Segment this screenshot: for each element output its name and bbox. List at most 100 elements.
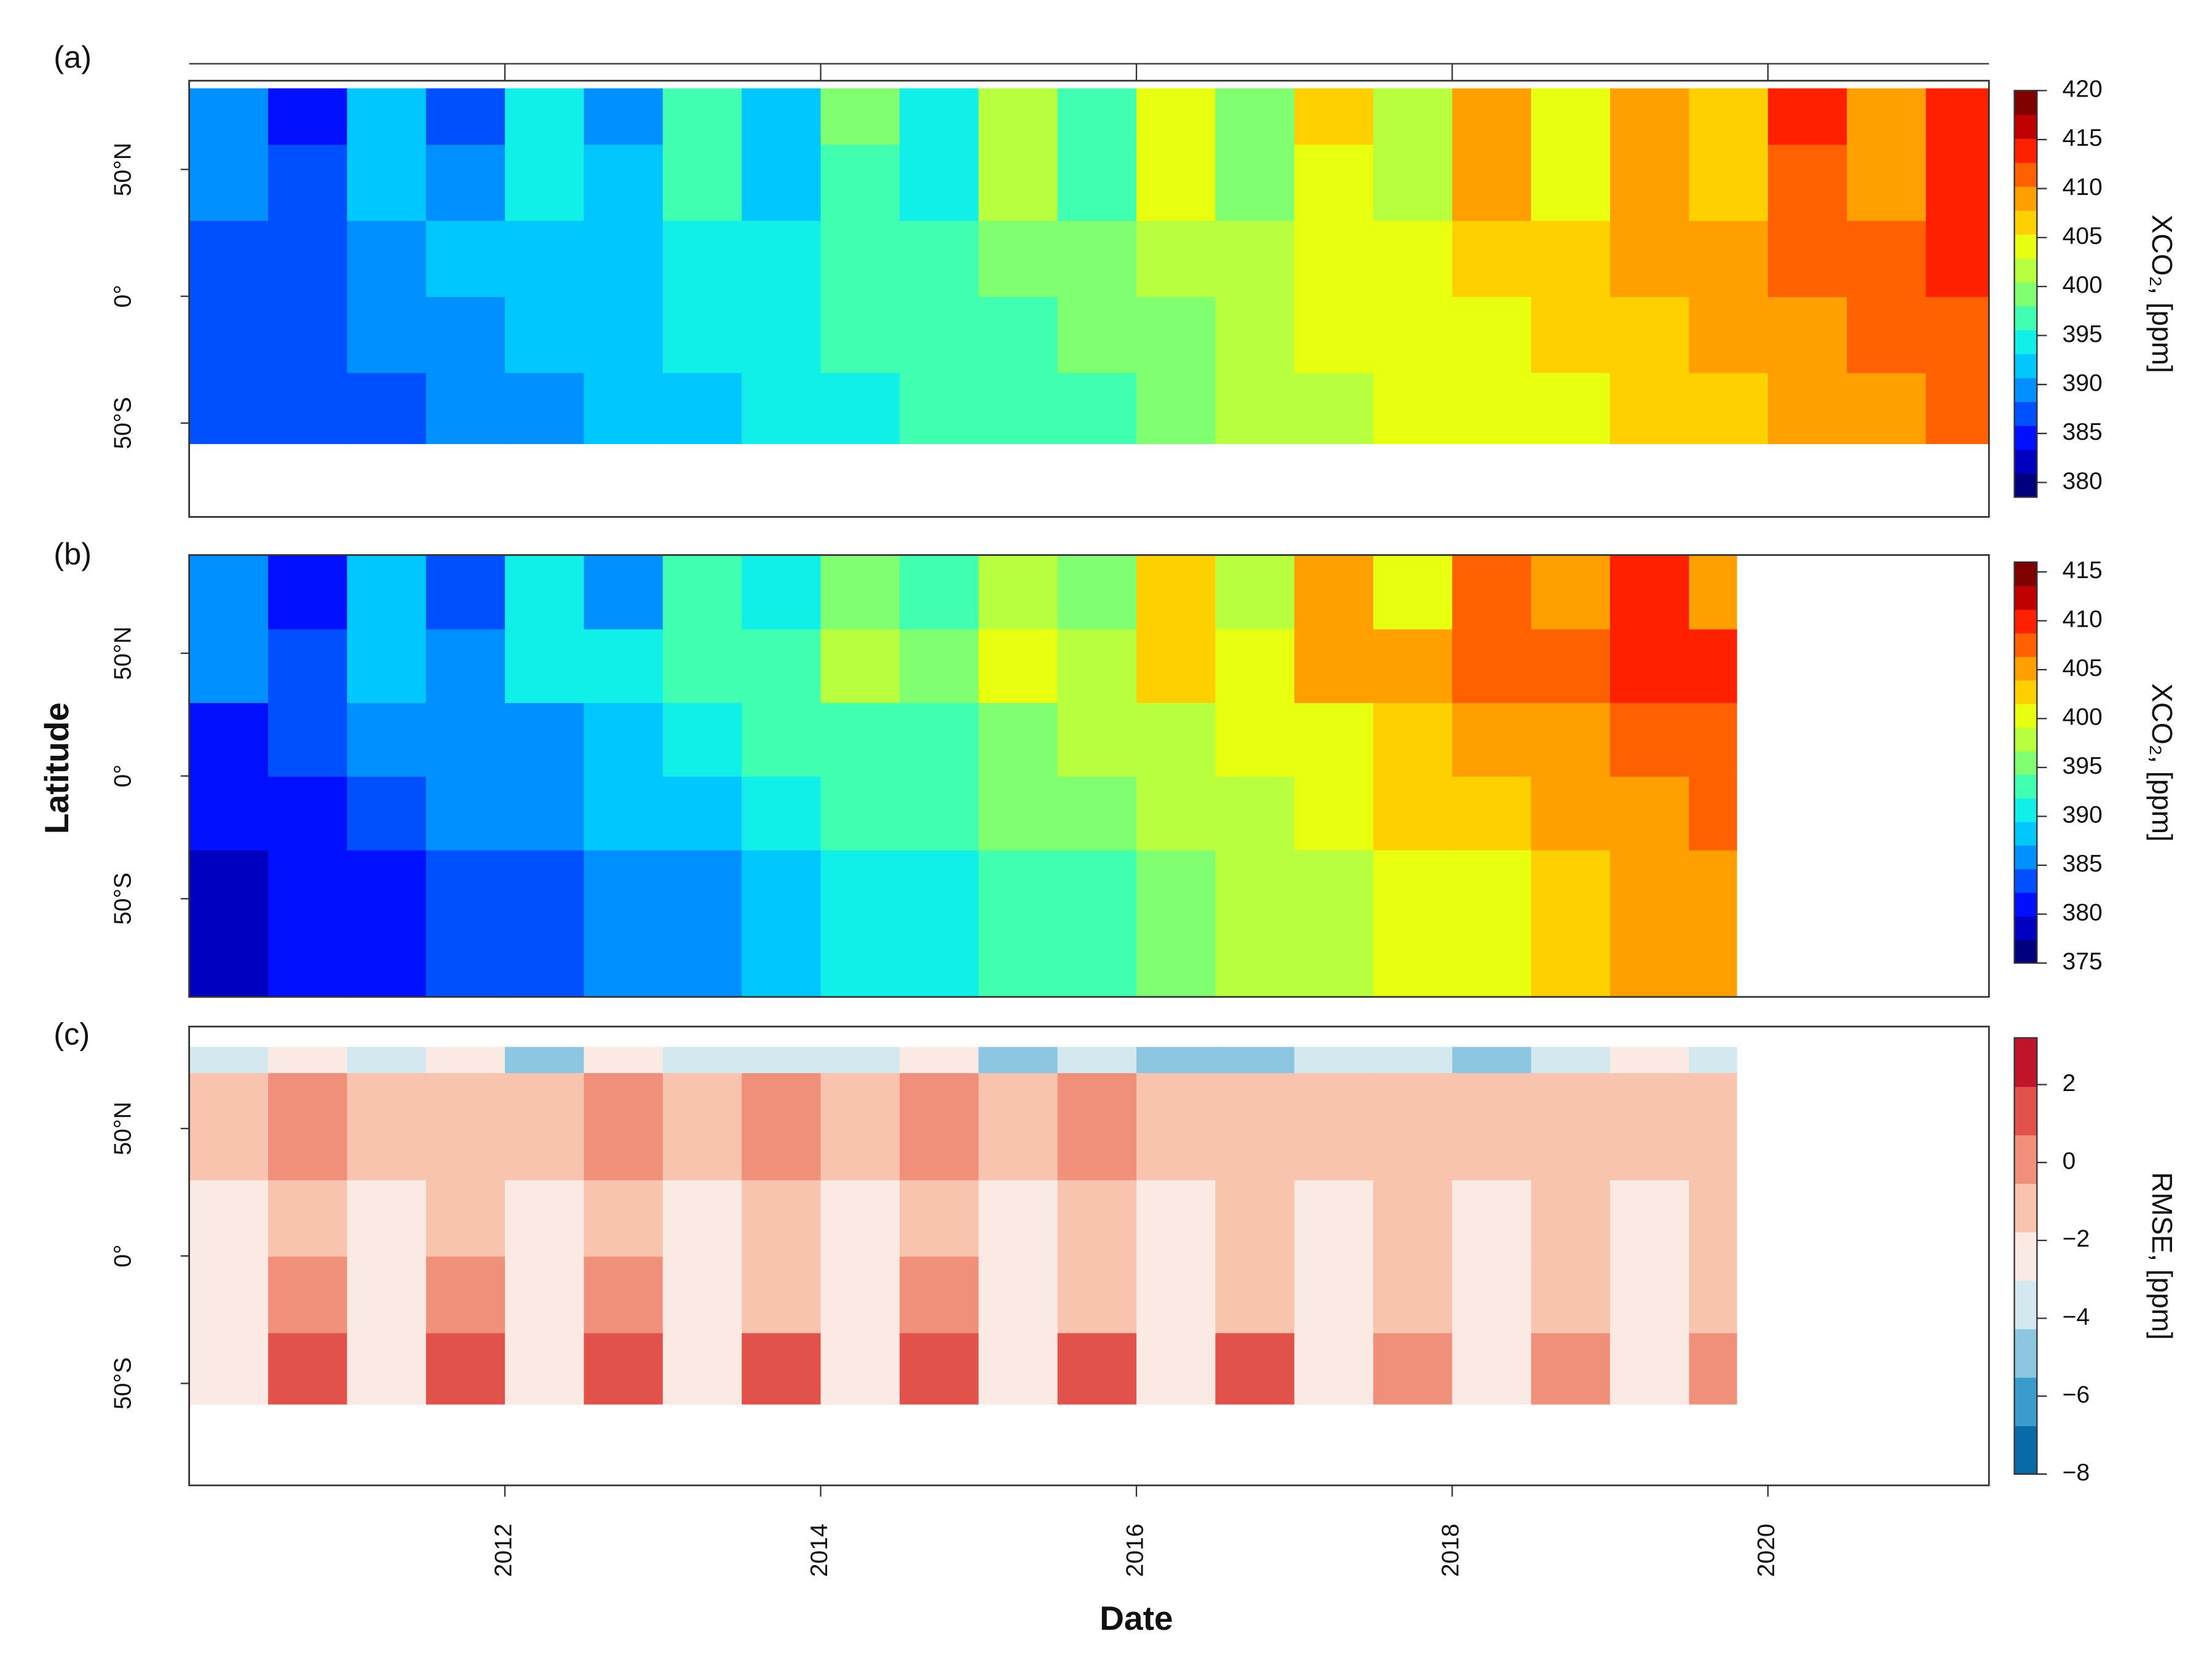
colorbar-swatch [2014,90,2037,116]
heat-cell [1057,1179,1138,1257]
colorbar-swatch [2014,258,2037,283]
colorbar-swatch [2014,449,2037,474]
heat-cell [1452,776,1532,851]
heat-cell [505,220,585,297]
colorbar-swatch [2014,750,2037,776]
heat-cell [1610,220,1690,297]
heat-cell [1057,702,1138,777]
heat-cell [742,88,822,145]
panel-label: (b) [54,536,92,571]
heat-cell [1847,88,1927,145]
heat-cell [662,1072,743,1180]
heat-cell [1373,1072,1453,1180]
heat-cell [1925,296,1990,373]
colorbar-tick-label: 380 [2063,900,2103,926]
colorbar-swatch [2014,704,2037,728]
heat-cell [1531,1072,1611,1180]
heat-cell [1452,296,1532,373]
colorbar-tick-label: 410 [2063,174,2103,200]
heat-cell [1373,88,1453,145]
heat-cell [347,629,427,704]
colorbar-swatch [2014,330,2037,354]
colorbar-swatch [2014,609,2037,633]
heat-cell [1215,555,1295,630]
y-tick-label: 0° [109,285,136,308]
heat-cell [426,1179,506,1257]
heat-cell [1531,220,1611,297]
heat-cell [1136,296,1216,373]
heat-cell [426,220,506,297]
heat-cell [1057,144,1138,221]
heat-cell [899,1047,980,1073]
heat-cell [1452,629,1532,704]
colorbar-tick-label: −2 [2063,1226,2090,1252]
heat-cell [189,220,269,297]
colorbar-swatch [2014,562,2037,587]
heat-cell [1215,776,1295,851]
heat-cell [820,1332,901,1405]
heat-cell [584,702,664,777]
heat-cell [1452,372,1532,445]
heat-cell [1689,1072,1737,1180]
colorbar-swatch [2014,939,2037,964]
heat-cell [1057,220,1138,297]
heat-cell [1136,702,1216,777]
y-tick-label: 50°N [109,143,136,196]
heat-cell [189,1332,269,1405]
heat-cell [426,1256,506,1333]
colorbar-swatch [2014,774,2037,799]
heat-cell [1531,372,1611,445]
colorbar-swatch [2014,306,2037,331]
heat-cell [268,372,348,445]
heat-cell [189,144,269,221]
heat-cell [1294,372,1374,445]
heat-cell [978,702,1058,777]
x-tick-label: 2012 [490,1523,517,1577]
heat-cell [742,1256,822,1333]
heat-cell [268,88,348,145]
heat-cell [1136,555,1216,630]
heat-cell [820,1179,901,1257]
heat-cell [820,849,901,998]
heat-cell [1531,296,1611,373]
heat-cell [1767,296,1848,373]
heat-cell [662,555,743,630]
colorbar-swatch [2014,210,2037,235]
panel-label: (c) [54,1017,90,1052]
heat-cell [1294,776,1374,851]
heat-cell [1452,702,1532,777]
heat-cell [505,702,585,777]
heat-cell [742,220,822,297]
colorbar-frame [2013,1037,2038,1475]
y-tick-label: 50°S [109,1357,136,1410]
heat-cell [1689,702,1737,777]
heat-cell [426,1072,506,1180]
colorbar-swatch [2014,585,2037,610]
heat-cell [1847,220,1927,297]
heat-cell [1689,629,1737,704]
heat-cell [426,555,506,630]
heat-cell [268,296,348,373]
heat-cell [1452,849,1532,998]
colorbar-tick-label: 0 [2063,1148,2076,1174]
y-axis-label: Latitude [38,702,76,834]
heat-cell [899,1179,980,1257]
heat-cell [1057,629,1138,704]
heat-cell [1215,1332,1295,1405]
x-tick-label: 2018 [1438,1523,1464,1577]
heat-cell [742,849,822,998]
heat-cell [1294,702,1374,777]
colorbar-tick-label: 385 [2063,419,2103,445]
heat-cell [347,220,427,297]
heat-cell [1215,220,1295,297]
heat-cell [1373,1047,1453,1073]
heat-cell [1689,144,1769,221]
heat-cell [1452,555,1532,630]
heat-cell [584,629,664,704]
plot-frame [188,79,1990,518]
heat-cell [505,1072,585,1180]
heat-cell [1610,849,1690,998]
heat-cell [1452,1332,1532,1405]
heat-cell [899,702,980,777]
